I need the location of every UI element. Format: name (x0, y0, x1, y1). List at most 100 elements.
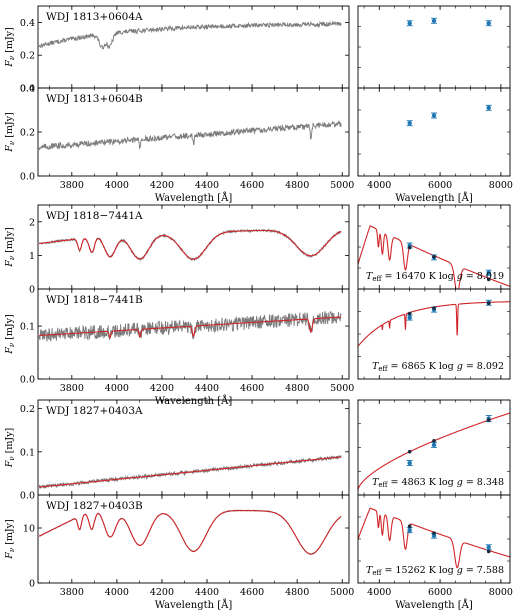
x-axis-label: Wavelength [Å] (155, 395, 233, 407)
photometry-point (486, 545, 491, 550)
synthetic-photometry-point (432, 306, 436, 310)
x-tick-label: 5000 (330, 587, 354, 598)
y-tick-label: 0.2 (20, 128, 35, 139)
panel-title: WDJ 1827+0403A (46, 405, 143, 417)
x-tick-label: 3800 (60, 587, 84, 598)
synthetic-photometry-point (486, 549, 491, 554)
x-tick-label: 3800 (60, 383, 84, 394)
synthetic-photometry-point (486, 301, 491, 306)
x-tick-label: 5000 (330, 180, 354, 191)
y-tick-label: 0.4 (20, 18, 35, 29)
x-axis-label: Wavelength [Å] (155, 192, 233, 204)
synthetic-photometry-point (407, 311, 412, 316)
spectrum-axes-frame (37, 494, 350, 584)
photometry-panel-3: Teff = 6865 K log g = 8.092 (358, 288, 510, 380)
y-tick-label: 0.1 (20, 322, 35, 333)
y-tick-label: 0 (29, 285, 35, 296)
photometry-point (486, 270, 491, 275)
x-tick-label: 4200 (150, 587, 174, 598)
x-tick-label: 4400 (195, 383, 219, 394)
x-axis-label: Wavelength [Å] (395, 599, 473, 611)
x-tick-label: 8000 (489, 180, 513, 191)
x-tick-label: 4600 (240, 587, 264, 598)
photometry-point (431, 18, 437, 23)
y-axis-label: Fν [mJy] (4, 27, 16, 67)
x-tick-label: 4000 (105, 587, 129, 598)
spectrum-panel-1: WDJ 1813+0604B Fν [mJy] 0.0 0.2 0.4 3800 4000 4… (4, 84, 354, 205)
x-tick-label: 4600 (240, 383, 264, 394)
photometry-point (407, 21, 412, 26)
x-tick-label: 4200 (150, 180, 174, 191)
x-tick-label: 4600 (240, 180, 264, 191)
x-tick-label: 8000 (489, 587, 513, 598)
x-tick-label: 4800 (285, 383, 309, 394)
photometry-point (407, 315, 412, 320)
model-fit-series (38, 510, 342, 555)
y-tick-label: 0.2 (20, 404, 35, 415)
spectrum-series (38, 20, 342, 50)
y-tick-label: 10 (23, 524, 35, 535)
spectrum-panel-2: WDJ 1818−7441A Fν [mJy] 0 1 2 (4, 205, 349, 296)
fit-parameters-annotation: Teff = 15262 K log g = 7.588 (366, 565, 504, 577)
fit-parameters-annotation: Teff = 6865 K log g = 8.092 (372, 361, 504, 373)
panel-title: WDJ 1818−7441B (46, 294, 143, 306)
panel-title: WDJ 1813+0604B (46, 93, 143, 105)
x-tick-label: 6000 (428, 587, 452, 598)
x-tick-label: 4400 (195, 180, 219, 191)
photometry-point (407, 460, 412, 466)
synthetic-photometry-point (432, 254, 436, 259)
spectrum-series (39, 509, 342, 556)
spectrum-series (38, 120, 342, 151)
photometry-point (407, 121, 412, 126)
model-fit-series (39, 229, 342, 260)
photometry-point (407, 528, 412, 533)
spectrum-panel-3: WDJ 1818−7441B Fν [mJy] 0.0 0.1 3800 4000 4200… (4, 289, 354, 407)
y-axis-label: Fν [mJy] (4, 112, 16, 152)
panel-title: WDJ 1813+0604A (46, 11, 143, 23)
spectrum-axes-frame (37, 288, 350, 380)
y-tick-label: 2 (29, 217, 35, 228)
synthetic-photometry-point (486, 418, 491, 422)
x-tick-label: 4400 (195, 587, 219, 598)
photometry-point (486, 105, 491, 111)
y-tick-label: 0.1 (20, 447, 35, 458)
y-tick-label: 0.2 (20, 51, 35, 62)
spectrum-panel-5: WDJ 1827+0403B Fν [mJy] 0 10 3800 4000 4200 440… (4, 495, 354, 611)
x-tick-label: 4000 (367, 587, 391, 598)
photometry-point (486, 21, 491, 26)
y-axis-label: Fν [mJy] (4, 519, 16, 559)
x-tick-label: 4000 (105, 180, 129, 191)
spectrum-panel-0: WDJ 1813+0604A Fν [mJy] 0.0 0.2 0.4 (4, 6, 349, 95)
y-axis-label: Fν [mJy] (4, 314, 16, 354)
synthetic-photometry-point (486, 277, 491, 282)
fit-parameters-annotation: Teff = 16470 K log g = 8.019 (366, 271, 504, 283)
model-fit-series (39, 316, 342, 339)
y-tick-label: 1 (29, 251, 35, 262)
photometry-panel-5: 4000 6000 8000 Wavelength [Å] Teff = 15262 K… (358, 494, 513, 611)
x-tick-label: 3800 (60, 180, 84, 191)
photometry-point (431, 113, 437, 118)
spectrum-panel-4: WDJ 1827+0403A Fν [mJy] 0.0 0.1 0.2 (4, 400, 349, 502)
y-tick-label: 0.0 (20, 375, 35, 386)
synthetic-photometry-point (432, 439, 436, 443)
photometry-axes-frame (357, 288, 511, 380)
photometry-point (431, 533, 437, 538)
photometry-axes-frame (357, 494, 511, 584)
photometry-axes-frame (357, 87, 511, 177)
x-tick-label: 4800 (285, 587, 309, 598)
x-tick-label: 4800 (285, 180, 309, 191)
y-axis-label: Fν [mJy] (4, 428, 16, 468)
y-tick-label: 0.0 (20, 84, 35, 95)
synthetic-photometry-point (407, 524, 412, 528)
photometry-panel-1: 4000 6000 8000 Wavelength [Å] (358, 87, 513, 204)
y-axis-label: Fν [mJy] (4, 227, 16, 267)
x-tick-label: 4000 (367, 180, 391, 191)
synthetic-photometry-point (407, 245, 412, 250)
x-tick-label: 6000 (428, 180, 452, 191)
panel-title: WDJ 1827+0403B (46, 500, 143, 512)
spectrum-axes-frame (37, 87, 350, 177)
x-axis-label: Wavelength [Å] (155, 599, 233, 611)
synthetic-photometry-point (407, 449, 412, 454)
photometry-point (431, 442, 437, 448)
